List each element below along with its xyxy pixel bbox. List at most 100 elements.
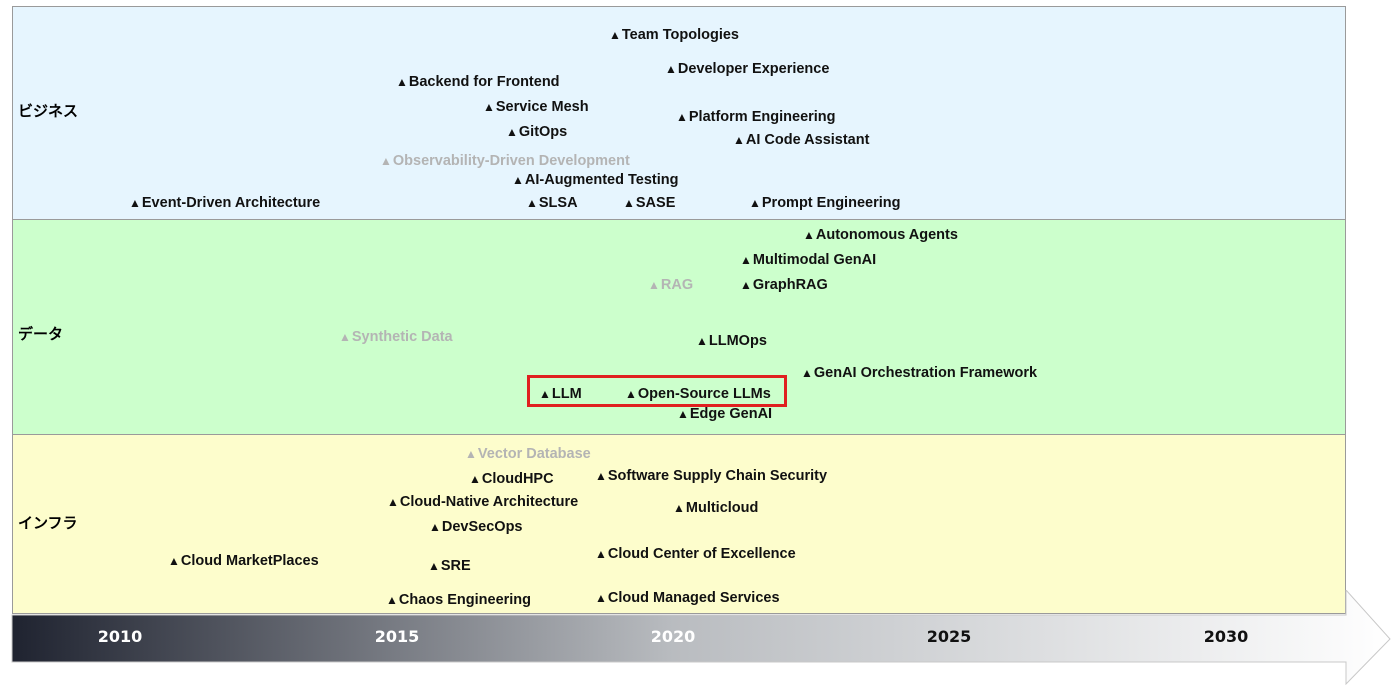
triangle-marker-icon: ▲ — [129, 196, 141, 210]
item-ai-code-assistant: ▲AI Code Assistant — [733, 131, 869, 149]
triangle-marker-icon: ▲ — [595, 469, 607, 483]
item-llm: ▲LLM — [539, 385, 582, 403]
item-label: Cloud Managed Services — [607, 590, 780, 606]
highlight-box — [527, 375, 787, 407]
triangle-marker-icon: ▲ — [740, 278, 752, 292]
item-graphrag: ▲GraphRAG — [740, 276, 828, 294]
item-rag: ▲RAG — [648, 276, 693, 294]
item-label: LLMOps — [708, 333, 767, 349]
item-platform-engineering: ▲Platform Engineering — [676, 108, 836, 126]
year-label-2010: 2010 — [97, 627, 143, 646]
item-autonomous-agents: ▲Autonomous Agents — [803, 226, 958, 244]
triangle-marker-icon: ▲ — [677, 407, 689, 421]
data-band-label: データ — [18, 326, 64, 343]
item-developer-experience: ▲Developer Experience — [665, 60, 829, 78]
item-label: AI-Augmented Testing — [524, 172, 679, 188]
item-label: Backend for Frontend — [408, 74, 560, 90]
item-label: Cloud-Native Architecture — [399, 494, 579, 510]
triangle-marker-icon: ▲ — [801, 366, 813, 380]
item-cloud-marketplaces: ▲Cloud MarketPlaces — [168, 552, 319, 570]
item-sase: ▲SASE — [623, 194, 675, 212]
triangle-marker-icon: ▲ — [386, 593, 398, 607]
year-label-2030: 2030 — [1203, 627, 1249, 646]
triangle-marker-icon: ▲ — [396, 75, 408, 89]
triangle-marker-icon: ▲ — [733, 133, 745, 147]
item-open-source-llms: ▲Open-Source LLMs — [625, 385, 771, 403]
item-label: GraphRAG — [752, 277, 828, 293]
item-label: CloudHPC — [481, 471, 554, 487]
item-label: Team Topologies — [621, 27, 739, 43]
triangle-marker-icon: ▲ — [803, 228, 815, 242]
item-label: SASE — [635, 195, 676, 211]
item-label: Cloud Center of Excellence — [607, 546, 796, 562]
triangle-marker-icon: ▲ — [740, 253, 752, 267]
triangle-marker-icon: ▲ — [673, 501, 685, 515]
triangle-marker-icon: ▲ — [339, 330, 351, 344]
triangle-marker-icon: ▲ — [623, 196, 635, 210]
item-sre: ▲SRE — [428, 557, 471, 575]
triangle-marker-icon: ▲ — [469, 472, 481, 486]
year-label-2015: 2015 — [374, 627, 420, 646]
item-gitops: ▲GitOps — [506, 123, 567, 141]
triangle-marker-icon: ▲ — [648, 278, 660, 292]
infra-band-label: インフラ — [18, 515, 78, 532]
item-service-mesh: ▲Service Mesh — [483, 98, 589, 116]
item-prompt-engineering: ▲Prompt Engineering — [749, 194, 900, 212]
infra-band — [12, 434, 1346, 614]
item-chaos-engineering: ▲Chaos Engineering — [386, 591, 531, 609]
item-label: Edge GenAI — [689, 406, 773, 422]
item-multimodal-genai: ▲Multimodal GenAI — [740, 251, 876, 269]
item-multicloud: ▲Multicloud — [673, 499, 758, 517]
item-label: Prompt Engineering — [761, 195, 901, 211]
item-label: Observability-Driven Development — [392, 153, 630, 169]
triangle-marker-icon: ▲ — [512, 173, 524, 187]
triangle-marker-icon: ▲ — [465, 447, 477, 461]
item-label: Platform Engineering — [688, 109, 836, 125]
item-synthetic-data: ▲Synthetic Data — [339, 328, 453, 346]
item-vector-database: ▲Vector Database — [465, 445, 591, 463]
item-cloud-native-architecture: ▲Cloud-Native Architecture — [387, 493, 578, 511]
item-label: DevSecOps — [441, 519, 523, 535]
item-label: GenAI Orchestration Framework — [813, 365, 1038, 381]
triangle-marker-icon: ▲ — [380, 154, 392, 168]
item-label: Service Mesh — [495, 99, 589, 115]
item-label: AI Code Assistant — [745, 132, 870, 148]
item-label: LLM — [551, 386, 582, 402]
item-label: Vector Database — [477, 446, 591, 462]
item-observability-driven-development: ▲Observability-Driven Development — [380, 152, 630, 170]
item-label: Autonomous Agents — [815, 227, 958, 243]
triangle-marker-icon: ▲ — [526, 196, 538, 210]
item-cloud-center-of-excellence: ▲Cloud Center of Excellence — [595, 545, 796, 563]
item-cloudhpc: ▲CloudHPC — [469, 470, 554, 488]
triangle-marker-icon: ▲ — [595, 547, 607, 561]
item-label: Developer Experience — [677, 61, 830, 77]
timeline-arrow — [11, 590, 1391, 686]
triangle-marker-icon: ▲ — [749, 196, 761, 210]
item-label: Open-Source LLMs — [637, 386, 771, 402]
business-band-label: ビジネス — [18, 103, 79, 120]
triangle-marker-icon: ▲ — [387, 495, 399, 509]
year-label-2020: 2020 — [650, 627, 696, 646]
triangle-marker-icon: ▲ — [539, 387, 551, 401]
triangle-marker-icon: ▲ — [506, 125, 518, 139]
item-devsecops: ▲DevSecOps — [429, 518, 523, 536]
item-software-supply-chain-security: ▲Software Supply Chain Security — [595, 467, 827, 485]
item-slsa: ▲SLSA — [526, 194, 578, 212]
item-label: Chaos Engineering — [398, 592, 532, 608]
triangle-marker-icon: ▲ — [428, 559, 440, 573]
item-edge-genai: ▲Edge GenAI — [677, 405, 772, 423]
item-llmops: ▲LLMOps — [696, 332, 767, 350]
triangle-marker-icon: ▲ — [429, 520, 441, 534]
item-team-topologies: ▲Team Topologies — [609, 26, 739, 44]
item-label: GitOps — [518, 124, 568, 140]
item-label: Synthetic Data — [351, 329, 453, 345]
triangle-marker-icon: ▲ — [168, 554, 180, 568]
item-genai-orchestration-framework: ▲GenAI Orchestration Framework — [801, 364, 1037, 382]
year-label-2025: 2025 — [926, 627, 972, 646]
item-label: Software Supply Chain Security — [607, 468, 828, 484]
triangle-marker-icon: ▲ — [483, 100, 495, 114]
item-label: SLSA — [538, 195, 578, 211]
triangle-marker-icon: ▲ — [696, 334, 708, 348]
business-band — [12, 6, 1346, 220]
item-label: SRE — [440, 558, 471, 574]
